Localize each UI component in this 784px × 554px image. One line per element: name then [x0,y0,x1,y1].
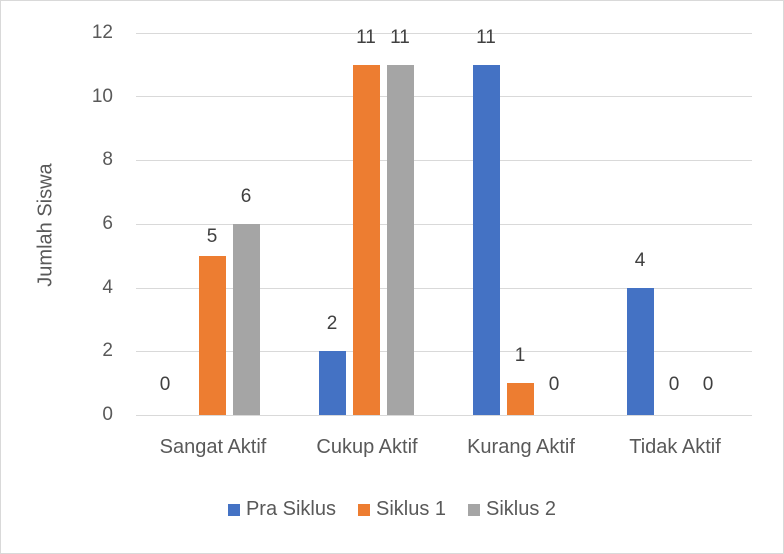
gridline-12 [136,33,752,34]
legend-swatch-orange [357,503,370,516]
bar-pra-tidak-aktif [627,288,654,415]
bar-pra-kurang-aktif [473,65,500,415]
legend-label: Siklus 2 [486,498,557,520]
data-label-pra-tidak: 4 [634,250,646,271]
data-label-s1-tidak: 0 [668,374,680,395]
x-category-tidak-aktif: Tidak Aktif [629,436,721,458]
data-label-pra-sangat: 0 [159,374,171,395]
y-tick-2: 2 [102,340,113,361]
y-tick-0: 0 [102,404,113,425]
gridline-2 [136,351,752,352]
legend-swatch-gray [468,503,481,516]
data-label-s1-kurang: 1 [514,345,526,366]
bar-siklus1-kurang-aktif [507,383,534,415]
bar-siklus1-cukup-aktif [353,65,380,415]
data-label-pra-kurang: 11 [476,27,496,48]
data-label-s1-sangat: 5 [206,226,218,247]
data-label-s2-kurang: 0 [548,374,560,395]
gridline-0 [136,415,752,416]
data-label-s2-sangat: 6 [240,186,252,207]
data-label-pra-cukup: 2 [326,313,338,334]
gridline-8 [136,160,752,161]
y-axis-title: Jumlah Siswa [34,163,57,287]
data-label-s2-tidak: 0 [702,374,714,395]
x-category-kurang-aktif: Kurang Aktif [467,436,575,458]
bar-siklus2-sangat-aktif [233,224,260,415]
y-tick-12: 12 [91,22,113,43]
legend-item-siklus-1: Siklus 1 [357,498,447,521]
legend-item-siklus-2: Siklus 2 [468,498,556,521]
x-category-sangat-aktif: Sangat Aktif [159,436,267,458]
y-tick-6: 6 [102,213,113,234]
legend-swatch-blue [227,503,240,516]
x-category-cukup-aktif: Cukup Aktif [316,436,418,458]
legend: Pra Siklus Siklus 1 Siklus 2 [0,498,784,521]
y-tick-10: 10 [91,86,113,107]
legend-label: Pra Siklus [245,498,336,520]
y-tick-4: 4 [102,277,113,298]
gridline-10 [136,96,752,97]
data-label-s1-cukup: 11 [356,27,376,48]
legend-item-pra-siklus: Pra Siklus [227,498,336,521]
bar-siklus2-cukup-aktif [387,65,414,415]
bar-pra-cukup-aktif [319,351,346,415]
y-tick-8: 8 [102,149,113,170]
bar-siklus1-sangat-aktif [199,256,226,415]
legend-label: Siklus 1 [375,498,447,520]
gridline-4 [136,288,752,289]
gridline-6 [136,224,752,225]
data-label-s2-cukup: 11 [390,27,410,48]
